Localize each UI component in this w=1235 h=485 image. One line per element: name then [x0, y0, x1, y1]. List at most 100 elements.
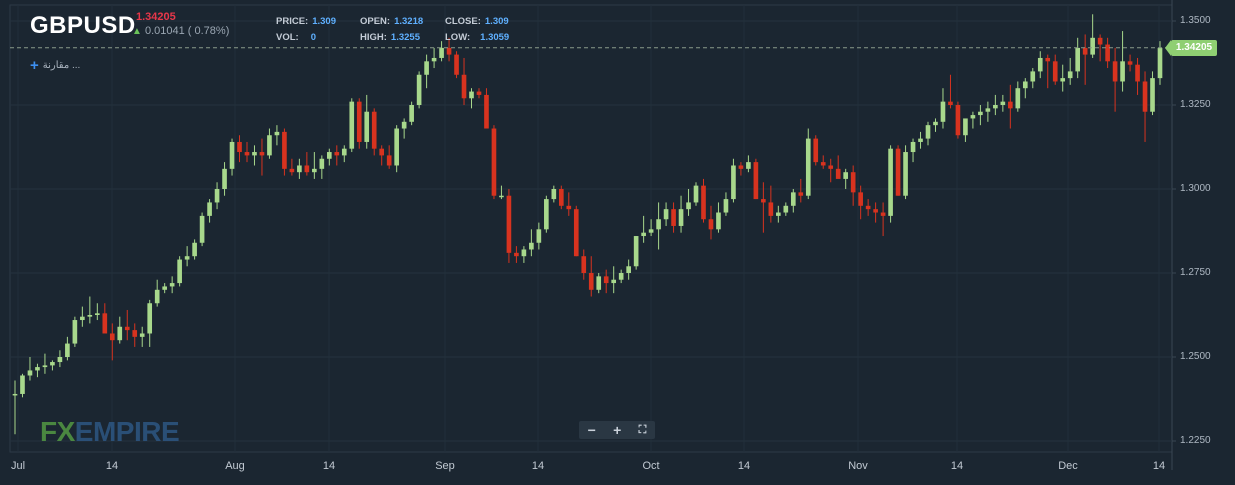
candle-up	[416, 74, 422, 105]
zoom-in-button[interactable]: +	[613, 422, 622, 438]
candle-down	[237, 141, 242, 153]
candle-up	[65, 343, 70, 357]
candle-down	[124, 326, 130, 331]
candle-down	[603, 276, 609, 284]
candle-up	[349, 101, 355, 149]
candle-down	[304, 165, 310, 173]
candle-down	[102, 313, 108, 334]
candle-up	[326, 152, 332, 159]
candle-down	[1142, 81, 1148, 112]
candle-down	[334, 152, 340, 156]
candle-up	[341, 148, 347, 156]
y-tick-label: 1.3000	[1180, 183, 1211, 194]
stat-price-label: PRICE:	[276, 16, 309, 27]
candle-up	[746, 162, 751, 169]
candle-down	[371, 111, 377, 149]
candle-up	[139, 333, 145, 337]
candle-up	[1030, 71, 1036, 82]
candle-down	[701, 185, 706, 220]
x-tick-label: 14	[322, 460, 336, 472]
candle-up	[686, 202, 691, 210]
candle-up	[80, 316, 85, 321]
candle-up	[274, 131, 280, 136]
candle-up	[499, 195, 504, 198]
candle-up	[199, 215, 205, 243]
candle-up	[783, 205, 789, 213]
candle-up	[888, 148, 893, 216]
candle-up	[663, 209, 669, 220]
candle-up	[1150, 78, 1155, 112]
candle-down	[768, 202, 774, 216]
candle-down	[1105, 44, 1110, 62]
candle-up	[940, 101, 946, 122]
candle-up	[918, 138, 923, 142]
stat-low: LOW: 1.3059	[445, 32, 509, 43]
stat-open: OPEN: 1.3218	[360, 16, 423, 27]
x-tick-label: Sep	[435, 460, 455, 472]
x-tick-label: 14	[737, 460, 751, 472]
candle-up	[439, 47, 444, 58]
candle-up	[12, 393, 18, 396]
candle-up	[529, 242, 534, 250]
candle-up	[401, 121, 407, 129]
candle-up	[207, 202, 212, 216]
candle-down	[1097, 37, 1103, 45]
candle-up	[1067, 71, 1073, 79]
candle-up	[1157, 47, 1163, 79]
candle-up	[903, 152, 908, 196]
candle-up	[87, 315, 93, 317]
candle-up	[147, 303, 153, 334]
candle-up	[993, 105, 998, 109]
candle-down	[454, 54, 459, 75]
candle-down	[379, 148, 385, 156]
stat-open-value: 1.3218	[394, 16, 424, 27]
candle-up	[925, 125, 931, 139]
y-tick-label: 1.3500	[1180, 15, 1211, 26]
fullscreen-icon[interactable]: ⛶	[638, 424, 647, 436]
candle-up	[1060, 78, 1066, 82]
candle-up	[790, 192, 796, 206]
candle-down	[259, 152, 265, 156]
candle-up	[963, 118, 968, 136]
fxempire-logo: FXEMPIRE	[40, 416, 180, 448]
candle-up	[394, 128, 399, 166]
candle-up	[978, 111, 983, 116]
zoom-out-button[interactable]: −	[587, 422, 596, 438]
candle-up	[20, 375, 25, 394]
candle-down	[880, 212, 886, 216]
candle-down	[671, 209, 676, 226]
candle-down	[835, 168, 841, 179]
candle-down	[566, 205, 572, 210]
candle-up	[970, 115, 976, 119]
candle-down	[798, 192, 804, 196]
candle-down	[1045, 57, 1051, 62]
candle-up	[117, 326, 123, 341]
candle-down	[132, 330, 138, 337]
stat-close-value: 1.309	[484, 16, 509, 27]
candle-up	[805, 138, 811, 196]
candle-up	[364, 111, 370, 142]
candle-up	[267, 135, 272, 156]
x-tick-label: Oct	[642, 460, 660, 472]
candle-up	[678, 209, 684, 226]
y-tick-label: 1.3250	[1180, 99, 1211, 110]
plus-icon: +	[30, 57, 39, 74]
candle-up	[319, 158, 325, 169]
x-tick-label: 14	[105, 460, 119, 472]
logo-empire: EMPIRE	[74, 416, 180, 447]
candle-up	[633, 236, 639, 267]
compare-button[interactable]: + مقارنة ...	[30, 57, 80, 74]
candle-down	[873, 209, 878, 213]
candle-up	[731, 165, 736, 200]
candle-up	[544, 199, 549, 230]
candle-down	[573, 209, 579, 257]
candle-up	[656, 219, 661, 230]
candle-up	[910, 141, 916, 153]
candle-down	[828, 165, 834, 169]
candle-up	[297, 165, 302, 173]
stat-price: PRICE: 1.309	[276, 16, 336, 27]
candle-down	[282, 131, 287, 169]
candle-up	[177, 259, 182, 284]
candle-down	[858, 192, 863, 206]
